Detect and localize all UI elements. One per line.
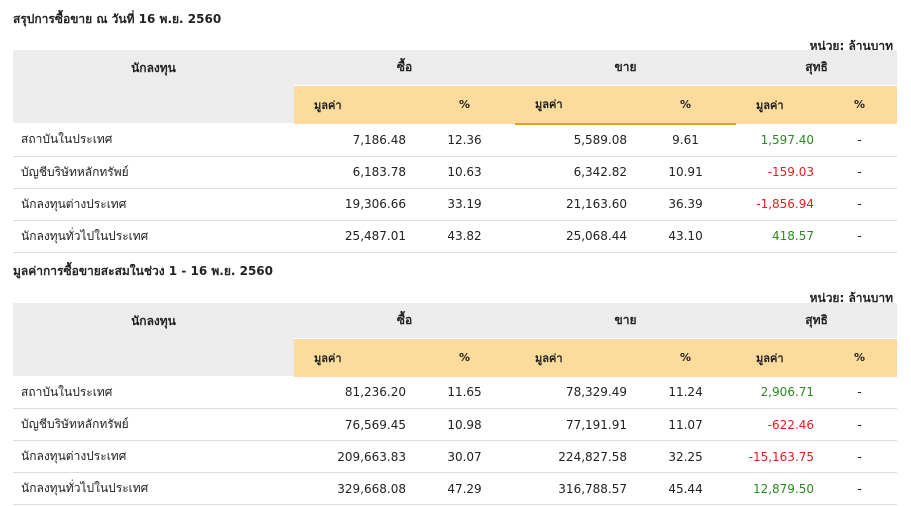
net-pct: - (822, 220, 898, 253)
net-value: 2,906.71 (736, 376, 823, 409)
sell-pct: 11.24 (635, 376, 737, 409)
net-value: 418.57 (736, 220, 823, 253)
investor-name: นักลงทุนต่างประเทศ (13, 188, 294, 221)
sell-pct-header: % (635, 338, 737, 377)
buy-value: 7,186.48 (294, 123, 414, 157)
net-pct: - (822, 156, 898, 189)
sell-value: 224,827.58 (515, 440, 636, 473)
cumulative-summary-table: นักลงทุน ซื้อ ขาย สุทธิ มูลค่า % มูลค่า … (13, 303, 898, 505)
buy-pct-header: % (414, 338, 516, 377)
sell-pct: 10.91 (635, 156, 737, 189)
sell-value: 21,163.60 (515, 188, 636, 221)
investor-header: นักลงทุน (13, 50, 294, 124)
net-pct: - (822, 408, 898, 441)
table-row: นักลงทุนต่างประเทศ 19,306.66 33.19 21,16… (13, 188, 898, 221)
investor-name: บัญชีบริษัทหลักทรัพย์ (13, 156, 294, 189)
table-row: นักลงทุนต่างประเทศ 209,663.83 30.07 224,… (13, 440, 898, 473)
daily-summary-table: นักลงทุน ซื้อ ขาย สุทธิ มูลค่า % มูลค่า … (13, 50, 898, 253)
sell-pct: 32.25 (635, 440, 737, 473)
net-value: -159.03 (736, 156, 823, 189)
table-row: นักลงทุนทั่วไปในประเทศ 25,487.01 43.82 2… (13, 220, 898, 253)
buy-pct: 12.36 (414, 123, 516, 157)
cumulative-summary-title: มูลค่าการซื้อขายสะสมในช่วง 1 - 16 พ.ย. 2… (13, 264, 273, 278)
buy-value: 19,306.66 (294, 188, 414, 221)
table-row: บัญชีบริษัทหลักทรัพย์ 6,183.78 10.63 6,3… (13, 156, 898, 189)
cumulative-summary-section: มูลค่าการซื้อขายสะสมในช่วง 1 - 16 พ.ย. 2… (13, 260, 898, 505)
sell-header: ขาย (515, 50, 737, 86)
table-row: บัญชีบริษัทหลักทรัพย์ 76,569.45 10.98 77… (13, 408, 898, 441)
net-pct: - (822, 188, 898, 221)
sell-pct: 11.07 (635, 408, 737, 441)
buy-header: ซื้อ (294, 50, 516, 86)
daily-summary-title: สรุปการซื้อขาย ณ วันที่ 16 พ.ย. 2560 (13, 12, 222, 26)
net-value-header: มูลค่า (736, 338, 823, 377)
buy-pct: 11.65 (414, 376, 516, 409)
sell-header: ขาย (515, 303, 737, 340)
table-row: นักลงทุนทั่วไปในประเทศ 329,668.08 47.29 … (13, 472, 898, 505)
investor-header: นักลงทุน (13, 303, 294, 377)
sell-value: 5,589.08 (515, 123, 636, 157)
net-header: สุทธิ (736, 303, 898, 340)
buy-value-header: มูลค่า (294, 338, 414, 377)
buy-pct: 47.29 (414, 472, 516, 505)
sell-pct: 43.10 (635, 220, 737, 253)
sell-pct: 9.61 (635, 123, 737, 157)
buy-value: 81,236.20 (294, 376, 414, 409)
buy-value: 76,569.45 (294, 408, 414, 441)
net-pct-header: % (822, 338, 898, 377)
sell-value: 25,068.44 (515, 220, 636, 253)
buy-pct: 10.63 (414, 156, 516, 189)
buy-pct: 30.07 (414, 440, 516, 473)
sell-value: 77,191.91 (515, 408, 636, 441)
buy-value: 329,668.08 (294, 472, 414, 505)
cumulative-unit-label: หน่วย: ล้านบาท (809, 291, 893, 305)
buy-pct: 33.19 (414, 188, 516, 221)
investor-name: นักลงทุนทั่วไปในประเทศ (13, 220, 294, 253)
sell-pct-header: % (635, 85, 737, 125)
net-pct: - (822, 472, 898, 505)
buy-pct-header: % (414, 85, 516, 124)
net-value: -622.46 (736, 408, 823, 441)
investor-name: นักลงทุนต่างประเทศ (13, 440, 294, 473)
net-header: สุทธิ (736, 50, 898, 86)
table-row: สถาบันในประเทศ 81,236.20 11.65 78,329.49… (13, 376, 898, 409)
sell-pct: 36.39 (635, 188, 737, 221)
net-pct: - (822, 440, 898, 473)
buy-pct: 10.98 (414, 408, 516, 441)
investor-name: สถาบันในประเทศ (13, 376, 294, 409)
buy-value: 6,183.78 (294, 156, 414, 189)
sell-value-header: มูลค่า (515, 338, 636, 377)
net-value-header: มูลค่า (736, 85, 823, 124)
buy-value-header: มูลค่า (294, 85, 414, 124)
net-value: 12,879.50 (736, 472, 823, 505)
buy-value: 209,663.83 (294, 440, 414, 473)
sell-pct: 45.44 (635, 472, 737, 505)
net-pct: - (822, 123, 898, 157)
table-row: สถาบันในประเทศ 7,186.48 12.36 5,589.08 9… (13, 123, 898, 157)
net-value: -1,856.94 (736, 188, 823, 221)
net-pct: - (822, 376, 898, 409)
sell-value: 316,788.57 (515, 472, 636, 505)
net-pct-header: % (822, 85, 898, 124)
investor-name: นักลงทุนทั่วไปในประเทศ (13, 472, 294, 505)
investor-name: บัญชีบริษัทหลักทรัพย์ (13, 408, 294, 441)
sell-value: 78,329.49 (515, 376, 636, 409)
buy-value: 25,487.01 (294, 220, 414, 253)
buy-pct: 43.82 (414, 220, 516, 253)
net-value: -15,163.75 (736, 440, 823, 473)
sell-value: 6,342.82 (515, 156, 636, 189)
net-value: 1,597.40 (736, 123, 823, 157)
sell-value-header: มูลค่า (515, 85, 636, 125)
daily-summary-section: สรุปการซื้อขาย ณ วันที่ 16 พ.ย. 2560 หน่… (13, 0, 898, 253)
daily-unit-label: หน่วย: ล้านบาท (809, 39, 893, 53)
buy-header: ซื้อ (294, 303, 516, 340)
investor-name: สถาบันในประเทศ (13, 123, 294, 157)
